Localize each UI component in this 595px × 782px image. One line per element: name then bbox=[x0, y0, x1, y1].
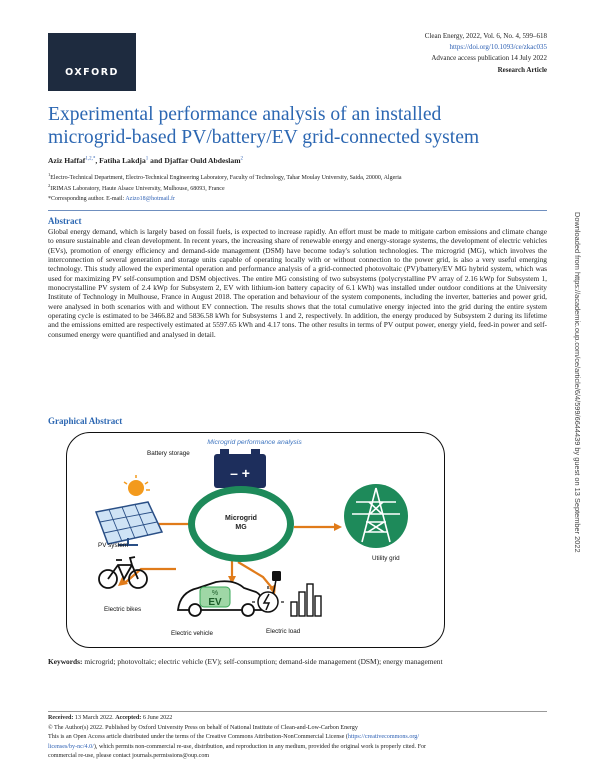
received-date: 13 March 2022. bbox=[74, 715, 114, 721]
author-3-affil: 2 bbox=[240, 156, 244, 162]
corresponding-author: *Corresponding author. E-mail: Azizo18@h… bbox=[48, 196, 175, 202]
accepted-label: Accepted: bbox=[115, 715, 142, 721]
abstract-heading: Abstract bbox=[48, 216, 82, 226]
header-divider bbox=[48, 210, 547, 211]
author-3[interactable]: Djaffar Ould Abdeslam bbox=[164, 156, 241, 165]
affiliation-1: 1Electro-Technical Department, Electro-T… bbox=[48, 172, 402, 181]
oxford-logo: OXFORD bbox=[48, 33, 136, 91]
electric-car-icon: % EV bbox=[176, 571, 281, 617]
copyright-line: © The Author(s) 2022. Published by Oxfor… bbox=[48, 725, 358, 731]
advance-access-date: Advance access publication 14 July 2022 bbox=[431, 54, 547, 63]
download-note: Downloaded from https://academic.oup.com… bbox=[568, 212, 588, 602]
abstract-text: Global energy demand, which is largely b… bbox=[48, 227, 547, 339]
microgrid-hub bbox=[188, 486, 294, 562]
figure-title: Microgrid performance analysis bbox=[207, 439, 302, 446]
graphical-abstract-heading: Graphical Abstract bbox=[48, 416, 123, 426]
journal-reference: Clean Energy, 2022, Vol. 6, No. 4, 599–6… bbox=[297, 31, 547, 76]
license-text: This is an Open Access article distribut… bbox=[48, 734, 348, 741]
author-list: Aziz Haffaf1,2,*, Fatiha Lakdja1 and Dja… bbox=[48, 156, 243, 165]
affiliation-1-number: 1 bbox=[48, 172, 51, 177]
oxford-logo-text: OXFORD bbox=[65, 67, 119, 78]
author-email-link[interactable]: Azizo18@hotmail.fr bbox=[125, 196, 176, 202]
license-line-2: licenses/by-nc/4.0/), which permits non-… bbox=[48, 743, 558, 752]
article-type: Research Article bbox=[497, 65, 547, 74]
microgrid-label-line1: Microgrid bbox=[225, 515, 257, 522]
received-label: Received: bbox=[48, 715, 74, 721]
ev-percent: % bbox=[212, 590, 218, 597]
bikes-link bbox=[125, 567, 176, 583]
author-2[interactable]: Fatiha Lakdja bbox=[99, 156, 146, 165]
footer-divider bbox=[48, 711, 547, 712]
electric-vehicle-label: Electric vehicle bbox=[171, 630, 213, 637]
battery-storage-label: Battery storage bbox=[147, 450, 190, 457]
electric-load-icon bbox=[252, 583, 322, 617]
pv-system-label: PV system bbox=[98, 542, 129, 549]
microgrid-label-line2: MG bbox=[235, 524, 247, 531]
load-link bbox=[237, 561, 273, 589]
affiliation-2: 2IRIMAS Laboratory, Haute Alsace Univers… bbox=[48, 183, 225, 192]
corresponding-label: *Corresponding author. E-mail: bbox=[48, 196, 126, 202]
author-1[interactable]: Aziz Haffaf bbox=[48, 156, 86, 165]
microgrid-label: Microgrid MG bbox=[188, 514, 294, 532]
journal-citation: Clean Energy, 2022, Vol. 6, No. 4, 599–6… bbox=[424, 32, 547, 40]
utility-grid-label: Utility grid bbox=[372, 555, 400, 562]
solar-panel-icon bbox=[94, 475, 164, 546]
license-block: © The Author(s) 2022. Published by Oxfor… bbox=[48, 724, 558, 761]
affiliation-2-number: 2 bbox=[48, 183, 51, 188]
author-separator: and bbox=[148, 156, 165, 165]
affiliation-2-text: IRIMAS Laboratory, Haute Alsace Universi… bbox=[50, 186, 225, 192]
keywords: Keywords: microgrid; photovoltaic; elect… bbox=[48, 657, 568, 666]
article-title: Experimental performance analysis of an … bbox=[48, 103, 558, 149]
license-link[interactable]: https://creativecommons.org/ bbox=[347, 734, 420, 741]
title-line-1: Experimental performance analysis of an … bbox=[48, 104, 442, 125]
battery-signs: – + bbox=[230, 465, 250, 481]
electric-load-label: Electric load bbox=[266, 628, 301, 635]
download-note-text: Downloaded from https://academic.oup.com… bbox=[573, 212, 582, 553]
doi-link[interactable]: https://doi.org/10.1093/ce/zkac035 bbox=[449, 43, 547, 52]
author-2-affil: 1 bbox=[145, 156, 149, 162]
keywords-label: Keywords: bbox=[48, 657, 83, 666]
accepted-date: 6 June 2022 bbox=[142, 715, 173, 721]
submission-dates: Received: 13 March 2022. Accepted: 6 Jun… bbox=[48, 714, 558, 723]
ev-badge: EV bbox=[208, 597, 222, 608]
license-text-3: commercial re-use, please contact journa… bbox=[48, 752, 210, 759]
power-tower-icon bbox=[344, 484, 408, 548]
electric-bike-icon bbox=[98, 556, 148, 589]
arrow-head bbox=[334, 523, 342, 531]
affiliation-1-text: Electro-Technical Department, Electro-Te… bbox=[50, 175, 402, 181]
electric-bikes-label: Electric bikes bbox=[104, 606, 142, 613]
license-link-cont[interactable]: licenses/by-nc/4.0/ bbox=[48, 743, 94, 750]
bar-graph-icon bbox=[290, 583, 322, 617]
author-1-affil: 1,2,* bbox=[85, 156, 96, 162]
title-line-2: microgrid-based PV/battery/EV grid-conne… bbox=[48, 127, 480, 148]
arrow-head bbox=[228, 576, 236, 584]
author-separator: , bbox=[95, 156, 100, 165]
license-line: This is an Open Access article distribut… bbox=[48, 733, 558, 742]
keywords-list: microgrid; photovoltaic; electric vehicl… bbox=[84, 657, 443, 666]
license-text-2: ), which permits non-commercial re-use, … bbox=[93, 743, 427, 750]
battery-icon: – + bbox=[214, 449, 266, 488]
arrow-head bbox=[118, 577, 128, 586]
